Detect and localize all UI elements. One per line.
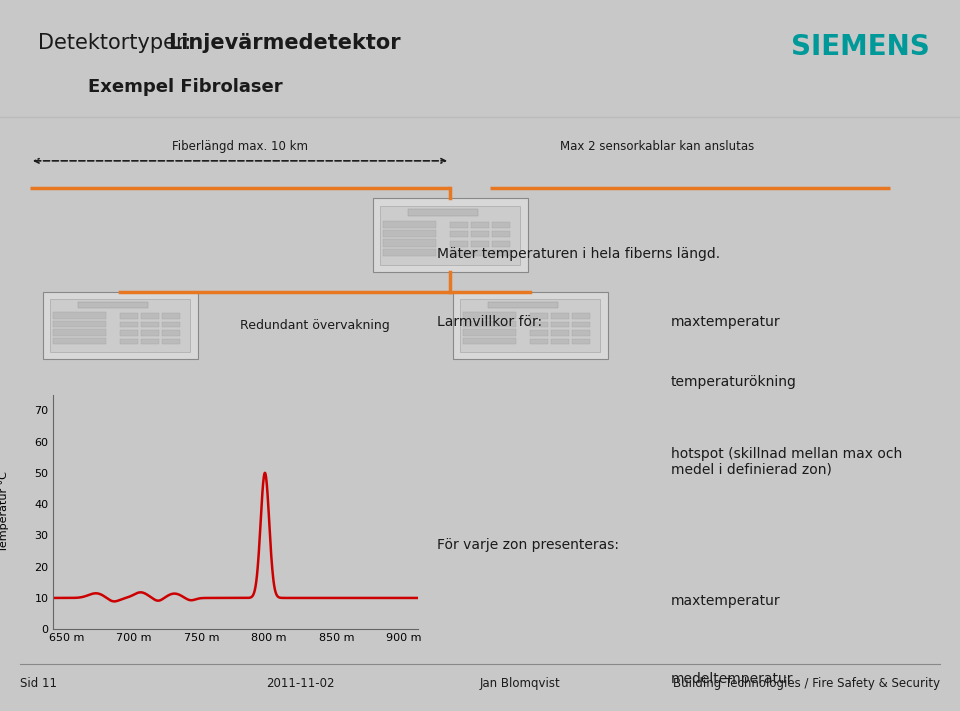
Bar: [572, 322, 590, 327]
Bar: [463, 329, 516, 336]
Bar: [162, 313, 180, 319]
Bar: [53, 321, 106, 327]
Bar: [53, 312, 106, 319]
Bar: [450, 250, 468, 256]
Text: hotspot (skillnad mellan max och
medel i definierad zon): hotspot (skillnad mellan max och medel i…: [671, 447, 902, 476]
Bar: [530, 322, 548, 327]
Bar: [551, 313, 569, 319]
Text: Detektortyper:: Detektortyper:: [38, 33, 198, 53]
Y-axis label: Temperatur °C: Temperatur °C: [0, 471, 9, 552]
Bar: [141, 331, 159, 336]
Bar: [120, 313, 138, 319]
Text: medeltemperatur: medeltemperatur: [671, 672, 793, 686]
Bar: [450, 231, 468, 237]
Bar: [572, 313, 590, 319]
Bar: [492, 222, 510, 228]
Bar: [120, 322, 138, 327]
Bar: [141, 313, 159, 319]
Text: 2011-11-02: 2011-11-02: [266, 677, 334, 690]
Bar: [162, 339, 180, 344]
Bar: [471, 231, 489, 237]
Bar: [530, 339, 548, 344]
Bar: [372, 198, 527, 272]
Bar: [572, 339, 590, 344]
Bar: [463, 312, 516, 319]
Bar: [572, 331, 590, 336]
Bar: [53, 329, 106, 336]
Text: Max 2 sensorkablar kan anslutas: Max 2 sensorkablar kan anslutas: [560, 140, 755, 153]
Text: Exempel Fibrolaser: Exempel Fibrolaser: [88, 77, 282, 96]
Bar: [141, 322, 159, 327]
Bar: [551, 331, 569, 336]
Bar: [78, 301, 148, 309]
Bar: [120, 331, 138, 336]
Bar: [471, 240, 489, 247]
Bar: [551, 322, 569, 327]
Bar: [452, 292, 608, 359]
Bar: [488, 301, 558, 309]
Bar: [471, 222, 489, 228]
Bar: [408, 209, 478, 216]
Bar: [53, 338, 106, 344]
Text: maxtemperatur: maxtemperatur: [671, 315, 780, 329]
Bar: [50, 299, 190, 353]
Text: Building Technologies / Fire Safety & Security: Building Technologies / Fire Safety & Se…: [673, 677, 940, 690]
Text: maxtemperatur: maxtemperatur: [671, 594, 780, 608]
Bar: [162, 331, 180, 336]
Text: För varje zon presenteras:: För varje zon presenteras:: [437, 538, 619, 552]
Text: Sid 11: Sid 11: [20, 677, 57, 690]
Bar: [120, 339, 138, 344]
Text: Mäter temperaturen i hela fiberns längd.: Mäter temperaturen i hela fiberns längd.: [437, 247, 720, 262]
Bar: [383, 220, 436, 228]
Bar: [141, 339, 159, 344]
Bar: [530, 331, 548, 336]
Bar: [383, 240, 436, 247]
Bar: [463, 338, 516, 344]
Bar: [450, 240, 468, 247]
Text: Linjevärmedetektor: Linjevärmedetektor: [168, 33, 400, 53]
Text: Jan Blomqvist: Jan Blomqvist: [480, 677, 561, 690]
Bar: [380, 205, 519, 265]
Bar: [492, 250, 510, 256]
Bar: [383, 230, 436, 237]
Bar: [450, 222, 468, 228]
Bar: [492, 231, 510, 237]
Text: Fiberlängd max. 10 km: Fiberlängd max. 10 km: [172, 140, 308, 153]
Bar: [383, 249, 436, 256]
Bar: [162, 322, 180, 327]
Bar: [463, 321, 516, 327]
Text: temperaturökning: temperaturökning: [671, 375, 797, 389]
Bar: [460, 299, 600, 353]
Text: Larmvillkor för:: Larmvillkor för:: [437, 315, 542, 329]
Bar: [471, 250, 489, 256]
Bar: [551, 339, 569, 344]
Bar: [530, 313, 548, 319]
Bar: [42, 292, 198, 359]
Bar: [492, 240, 510, 247]
Text: Redundant övervakning: Redundant övervakning: [240, 319, 390, 332]
Text: SIEMENS: SIEMENS: [791, 33, 930, 61]
